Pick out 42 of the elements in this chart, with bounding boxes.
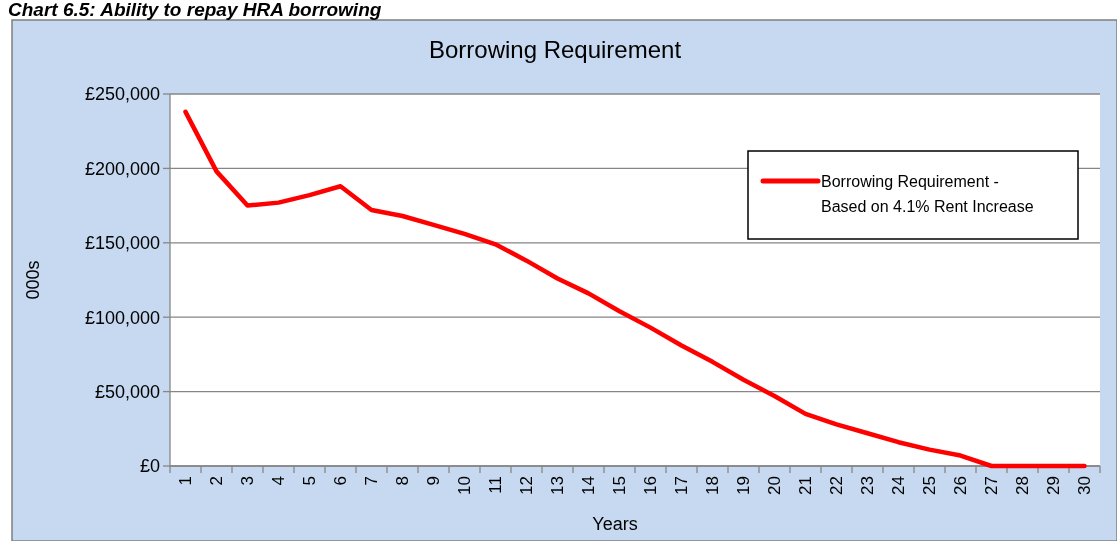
x-tick-label: 25: [920, 476, 940, 495]
x-tick-label: 9: [424, 476, 444, 486]
caption: Chart 6.5: Ability to repay HRA borrowing: [8, 0, 382, 20]
x-tick-label: 7: [362, 476, 382, 486]
x-tick-label: 5: [300, 476, 320, 486]
x-tick-label: 18: [703, 476, 723, 495]
x-tick-label: 1: [176, 476, 196, 486]
x-tick-label: 11: [486, 476, 506, 494]
y-tick-label: £0: [139, 456, 160, 477]
x-tick-label: 22: [827, 476, 847, 495]
x-tick-label: 29: [1044, 476, 1064, 495]
y-tick-label: £150,000: [84, 233, 160, 254]
x-tick-label: 21: [796, 476, 816, 495]
x-tick-label: 10: [455, 476, 475, 495]
x-tick-label: 2: [207, 476, 227, 486]
x-tick-label: 30: [1075, 476, 1095, 495]
x-tick-label: 13: [548, 476, 568, 495]
x-tick-label: 14: [579, 476, 599, 495]
line-series: [183, 109, 1087, 469]
chart-title: Borrowing Requirement: [428, 36, 682, 63]
x-tick-label: 15: [610, 476, 630, 495]
x-tick-label: 19: [734, 476, 754, 495]
x-tick-label: 20: [765, 476, 785, 495]
x-tick-label: 16: [641, 476, 661, 495]
x-axis-title: Years: [592, 514, 638, 534]
x-tick-label: 12: [517, 476, 537, 495]
x-tick-label: 4: [269, 476, 289, 486]
x-tick-label: 28: [1013, 476, 1033, 495]
x-tick-label: 6: [331, 476, 351, 486]
y-tick-label: £200,000: [84, 158, 160, 179]
legend-label: Borrowing Requirement - Based on 4.1% Rent Increase: [821, 172, 1034, 216]
y-tick-label: £100,000: [84, 307, 160, 328]
y-tick-label: £250,000: [84, 84, 160, 105]
x-tick-label: 17: [672, 476, 692, 495]
y-tick-label: £50,000: [94, 381, 160, 402]
x-tick-label: 23: [858, 476, 878, 495]
x-tick-label: 24: [889, 476, 909, 495]
x-tick-label: 3: [238, 476, 258, 486]
x-tick-label: 27: [982, 476, 1002, 495]
x-tick-label: 8: [393, 476, 413, 486]
x-tick-label: 26: [951, 476, 971, 495]
y-axis-title: 000s: [23, 260, 44, 300]
